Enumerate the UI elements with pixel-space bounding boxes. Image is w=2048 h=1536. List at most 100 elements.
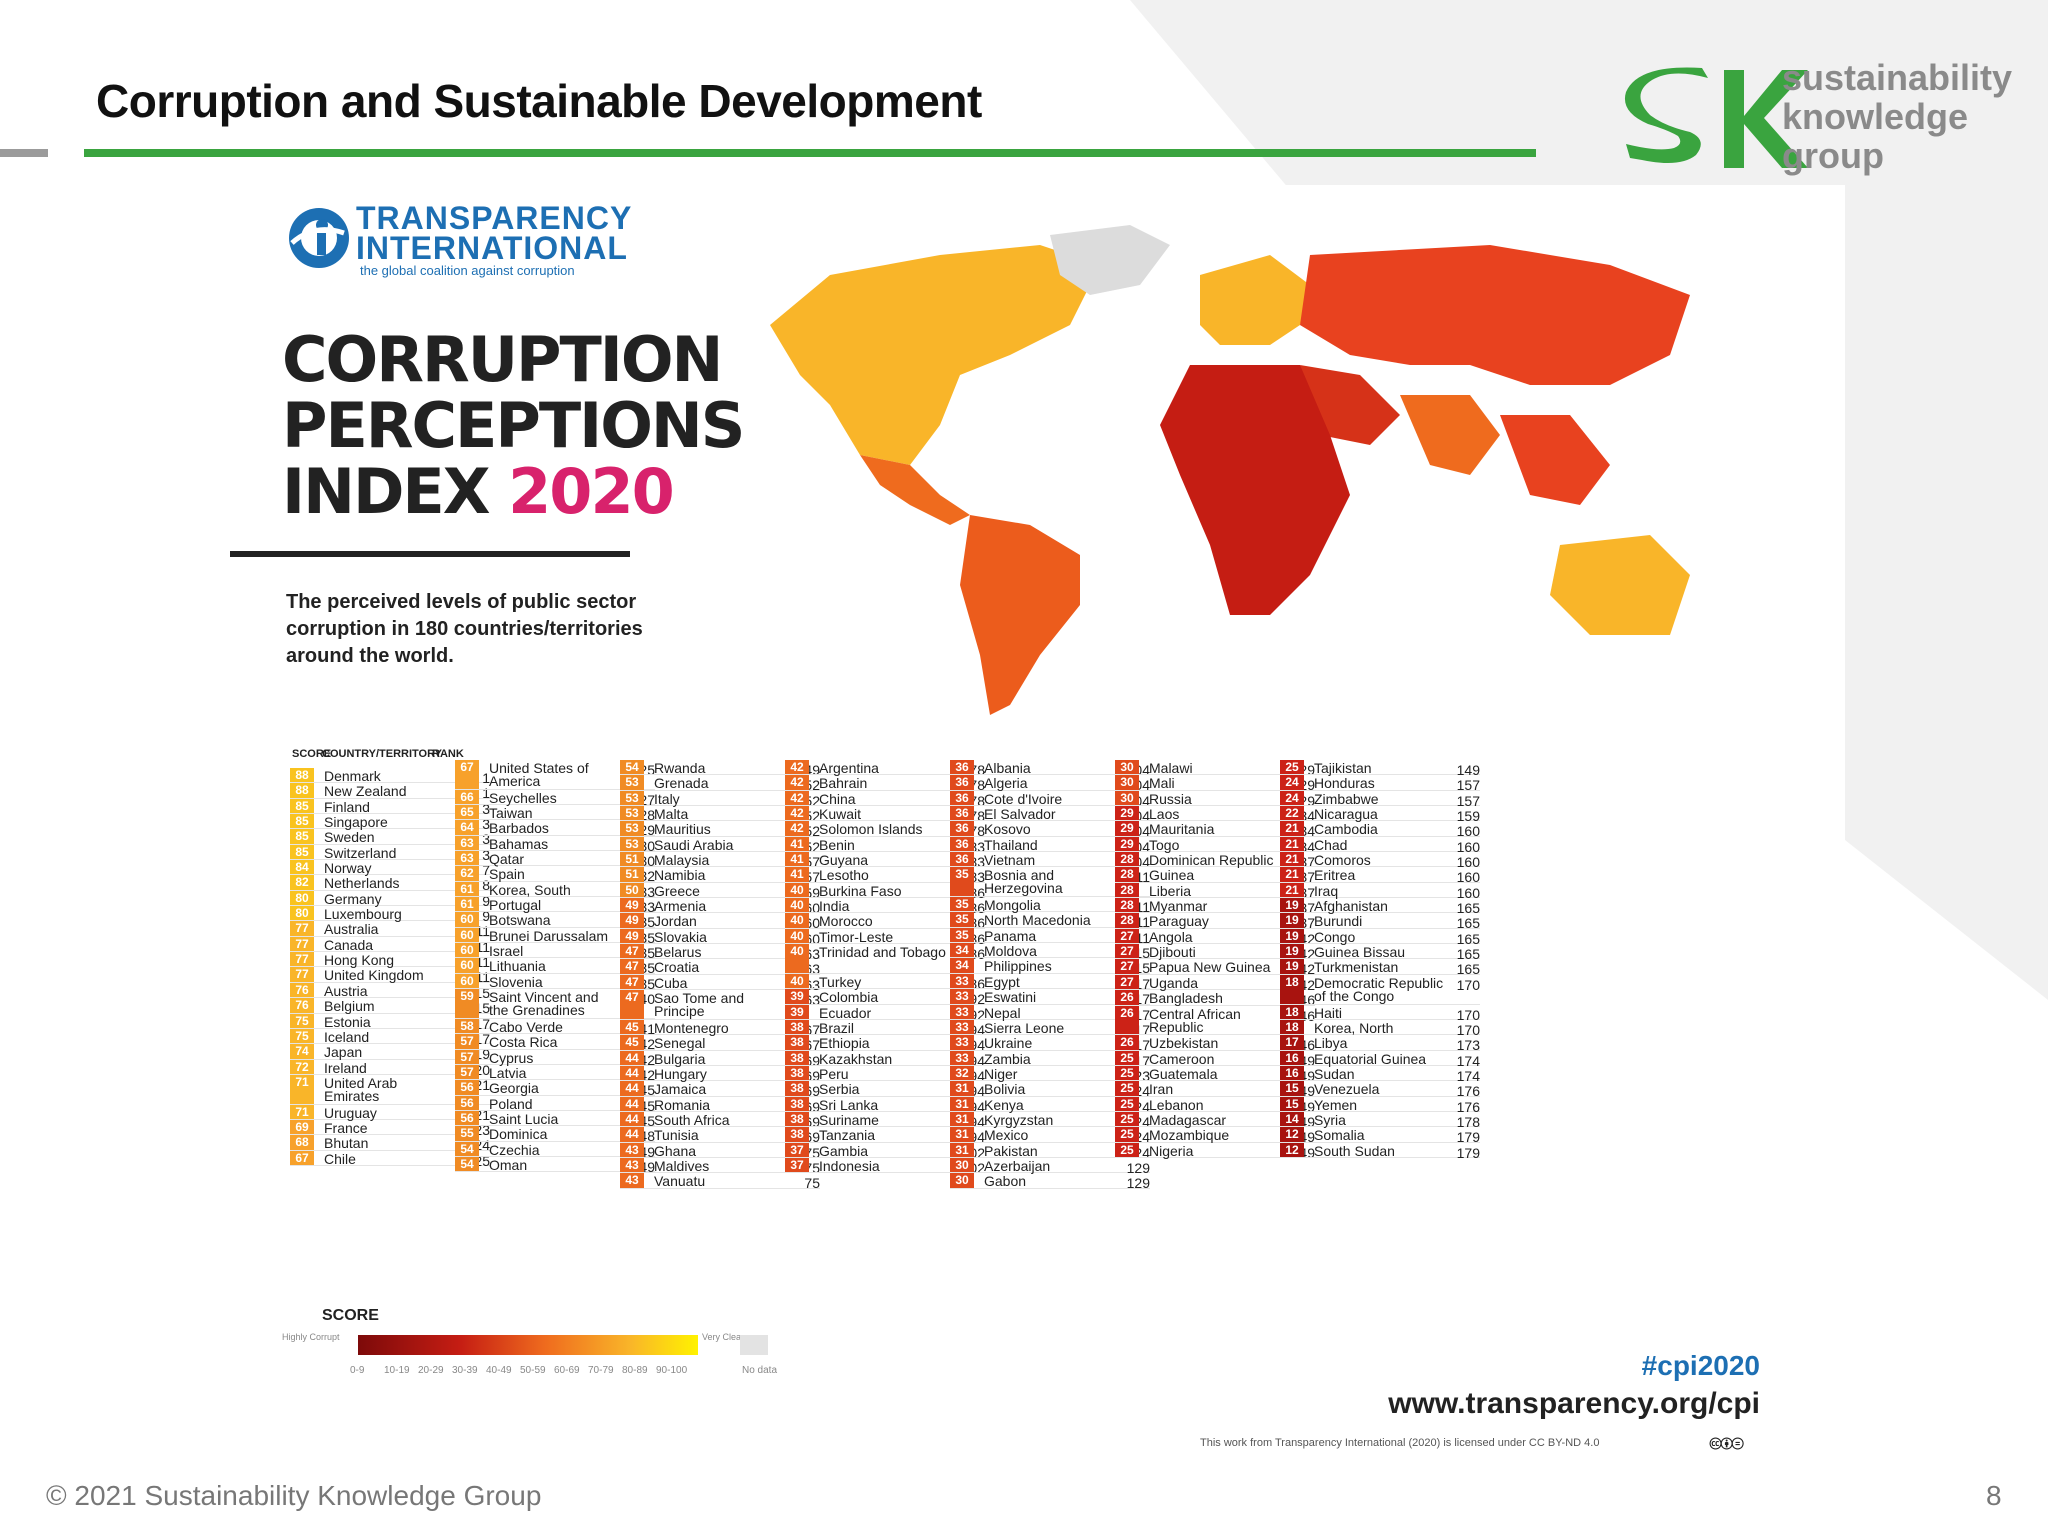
country-cell: Cote d'Ivoire	[984, 790, 1063, 807]
country-cell: Finland	[324, 798, 370, 815]
table-row: 58 Cabo Verde 41	[455, 1018, 655, 1037]
country-cell: Malta	[654, 806, 689, 823]
country-cell: Dominica	[489, 1126, 548, 1143]
country-cell: Rwanda	[654, 760, 706, 776]
score-cell: 33	[950, 1019, 974, 1035]
score-cell: 61	[455, 897, 479, 912]
country-cell: Bhutan	[324, 1135, 369, 1152]
country-cell: Montenegro	[654, 1019, 729, 1036]
score-cell: 42	[785, 790, 809, 806]
table-row: 53 Saudi Arabia 52	[620, 836, 820, 855]
score-cell: 39	[785, 1004, 809, 1019]
score-cell: 43	[620, 1157, 644, 1173]
score-cell: 53	[620, 790, 644, 806]
score-cell: 41	[785, 852, 809, 867]
legend-very-clean: Very Clean	[702, 1332, 747, 1342]
country-cell: Vanuatu	[654, 1173, 706, 1190]
table-row: 85 Sweden 3	[290, 829, 490, 847]
score-cell: 19	[1280, 913, 1304, 928]
score-cell: 24	[1280, 790, 1304, 806]
score-cell: 28	[1115, 852, 1139, 867]
table-row: 43 Ghana 75	[620, 1142, 820, 1161]
table-row: 24 Honduras 157	[1280, 775, 1480, 793]
score-cell: 47	[620, 974, 644, 990]
cpi-infographic: TRANSPARENCY INTERNATIONAL the global co…	[230, 185, 1845, 1475]
table-row: 56 Georgia 45	[455, 1080, 655, 1098]
rank-cell: 9	[482, 892, 490, 909]
country-cell: Brunei Darussalam	[489, 927, 609, 944]
country-cell: Kosovo	[984, 821, 1031, 838]
score-cell: 26	[1115, 1005, 1139, 1035]
country-cell: Slovakia	[654, 928, 707, 945]
table-row: 56 Poland 45	[455, 1095, 655, 1114]
map-south-america	[960, 515, 1080, 715]
country-cell: Bosnia and Herzegovina	[984, 867, 1063, 897]
country-cell: Kazakhstan	[819, 1050, 893, 1067]
country-cell: Iran	[1149, 1081, 1174, 1098]
table-row: 35 Panama 111	[950, 927, 1150, 946]
score-cell: 28	[1115, 913, 1139, 928]
score-cell: 30	[1115, 760, 1139, 775]
rank-cell: 170	[1456, 1021, 1480, 1038]
country-cell: New Zealand	[324, 783, 407, 800]
country-cell: Vietnam	[984, 852, 1036, 869]
table-row: 85 Switzerland 3	[290, 844, 490, 863]
score-cell: 66	[455, 789, 479, 805]
country-cell: Ecuador	[819, 1004, 872, 1021]
score-cell: 44	[620, 1111, 644, 1127]
country-cell: Bangladesh	[1149, 990, 1223, 1007]
country-cell: Saint Vincent and the Grenadines	[489, 989, 599, 1019]
table-row: 35 North Macedonia 111	[950, 912, 1150, 930]
table-row: 18 Haiti 170	[1280, 1004, 1480, 1023]
score-cell: 49	[620, 928, 644, 944]
table-row: 40 Morocco 86	[785, 913, 985, 931]
table-row: 36Albania104	[950, 760, 1150, 778]
table-row: 47 Croatia 63	[620, 959, 820, 977]
heading-divider	[230, 551, 630, 557]
score-cell: 31	[950, 1127, 974, 1142]
table-row: 14 Syria 178	[1280, 1111, 1480, 1130]
country-cell: China	[819, 790, 856, 807]
score-cell: 33	[950, 1050, 974, 1065]
country-cell: India	[819, 898, 850, 915]
table-row: 54 Oman 49	[455, 1156, 655, 1175]
country-cell: Lithuania	[489, 958, 546, 975]
score-cell: 80	[290, 906, 314, 921]
score-cell: 34	[950, 958, 974, 973]
score-cell: 39	[785, 989, 809, 1004]
legend-tick: 70-79	[588, 1365, 614, 1376]
table-row: 24 Zimbabwe 157	[1280, 790, 1480, 809]
table-row: 22 Nicaragua 159	[1280, 806, 1480, 824]
table-row: 39 Colombia 92	[785, 989, 985, 1007]
country-cell: Spain	[489, 866, 525, 883]
country-cell: Saudi Arabia	[654, 836, 734, 853]
score-cell: 51	[620, 852, 644, 867]
table-row: 19 Afghanistan 165	[1280, 898, 1480, 916]
country-cell: United Kingdom	[324, 967, 424, 984]
score-cell: 88	[290, 783, 314, 798]
logo-line-1: sustainability	[1782, 57, 2013, 98]
score-cell: 18	[1280, 974, 1304, 1004]
score-cell: 17	[1280, 1035, 1304, 1050]
country-cell: Honduras	[1314, 775, 1375, 792]
country-cell: Papua New Guinea	[1149, 959, 1271, 976]
table-row: 21 Chad 160	[1280, 836, 1480, 855]
table-row: 12 South Sudan 179	[1280, 1142, 1480, 1161]
score-cell: 33	[950, 1004, 974, 1019]
country-cell: Lesotho	[819, 867, 869, 884]
country-cell: Moldova	[984, 943, 1037, 960]
country-cell: Greece	[654, 882, 700, 899]
score-cell: 60	[455, 912, 479, 927]
country-cell: Timor-Leste	[819, 928, 894, 945]
country-cell: Benin	[819, 836, 855, 853]
score-cell: 33	[950, 1035, 974, 1050]
country-cell: Uzbekistan	[1149, 1035, 1219, 1052]
score-cell: 49	[620, 898, 644, 913]
table-row: 62 Spain 32	[455, 866, 655, 884]
legend-tick: 50-59	[520, 1365, 546, 1376]
country-cell: Estonia	[324, 1013, 371, 1030]
score-cell: 35	[950, 912, 974, 927]
table-row: 19 Burundi 165	[1280, 913, 1480, 931]
score-cell: 85	[290, 798, 314, 814]
country-cell: Thailand	[984, 836, 1038, 853]
